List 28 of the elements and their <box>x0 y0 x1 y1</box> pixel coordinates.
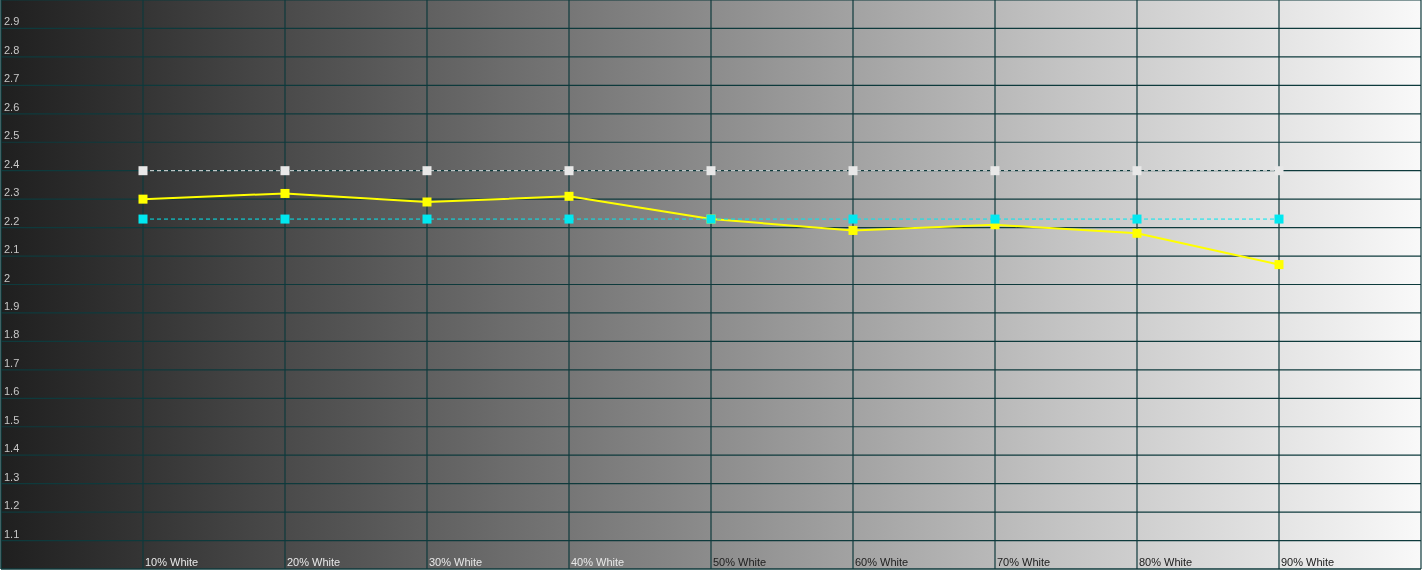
y-tick-label: 1.5 <box>4 413 20 426</box>
y-tick-label: 2 <box>4 271 11 284</box>
y-tick-label: 2.7 <box>4 72 20 85</box>
x-tick-label: 90% White <box>1281 556 1335 568</box>
y-tick-label: 2.2 <box>4 214 20 227</box>
x-tick-label: 80% White <box>1139 556 1193 568</box>
y-tick-label: 2.9 <box>4 15 20 28</box>
y-tick-label: 2.3 <box>4 186 20 199</box>
x-tick-label: 50% White <box>713 556 767 568</box>
x-tick-label: 40% White <box>571 556 625 568</box>
y-tick-label: 1.9 <box>4 299 20 312</box>
y-tick-label: 2.1 <box>4 243 20 256</box>
x-tick-label: 60% White <box>855 556 909 568</box>
y-tick-label: 1.7 <box>4 356 20 369</box>
y-tick-label: 1.6 <box>4 385 20 398</box>
x-tick-label: 70% White <box>997 556 1051 568</box>
y-tick-label: 1.2 <box>4 499 20 512</box>
x-tick-label: 10% White <box>145 556 199 568</box>
y-tick-label: 1.4 <box>4 442 20 455</box>
y-tick-label: 2.6 <box>4 100 20 113</box>
x-tick-label: 20% White <box>287 556 341 568</box>
y-tick-label: 2.8 <box>4 43 20 56</box>
y-tick-label: 1.1 <box>4 527 20 540</box>
y-tick-label: 1.8 <box>4 328 20 341</box>
y-tick-label: 2.4 <box>4 157 20 170</box>
x-tick-label: 30% White <box>429 556 483 568</box>
y-tick-label: 2.5 <box>4 129 20 142</box>
y-tick-label: 1.3 <box>4 470 20 483</box>
